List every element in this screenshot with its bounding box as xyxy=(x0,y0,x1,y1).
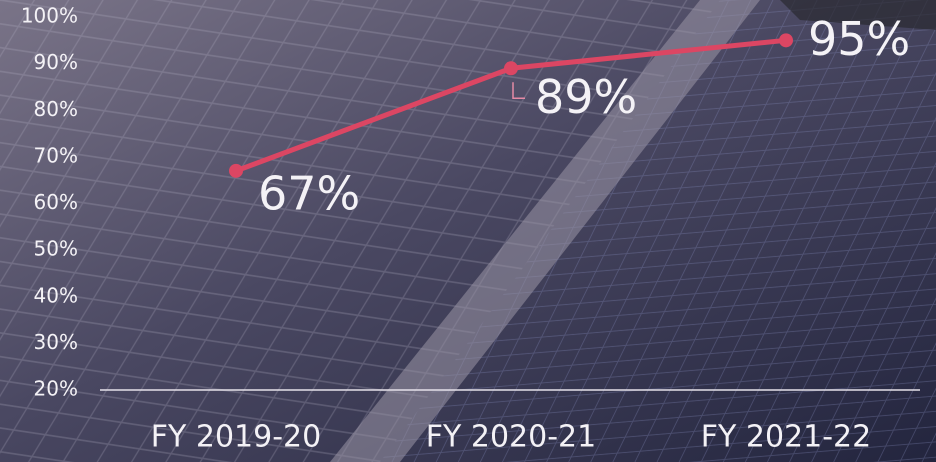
point xyxy=(229,164,243,178)
y-tick-label: 100% xyxy=(21,4,78,28)
y-tick-label: 20% xyxy=(34,377,78,401)
data-label: 89% xyxy=(535,70,637,124)
y-tick-label: 40% xyxy=(34,283,78,307)
x-tick-label: FY 2019-20 xyxy=(151,420,321,455)
y-tick-label: 60% xyxy=(34,190,78,214)
y-tick-label: 70% xyxy=(34,143,78,167)
y-tick-label: 90% xyxy=(34,50,78,74)
x-tick-label: FY 2020-21 xyxy=(426,420,596,455)
data-label: 95% xyxy=(808,12,910,66)
chart: 20% 30% 40% 50% 60% 70% 80% 90% 100% FY 2019-20 FY… xyxy=(0,0,936,462)
y-tick-label: 80% xyxy=(34,97,78,121)
y-tick-label: 30% xyxy=(34,330,78,354)
point xyxy=(504,61,518,75)
point xyxy=(779,33,793,47)
y-tick-label: 50% xyxy=(34,237,78,261)
data-label: 67% xyxy=(258,166,360,220)
x-tick-label: FY 2021-22 xyxy=(701,420,871,455)
background xyxy=(0,0,936,462)
